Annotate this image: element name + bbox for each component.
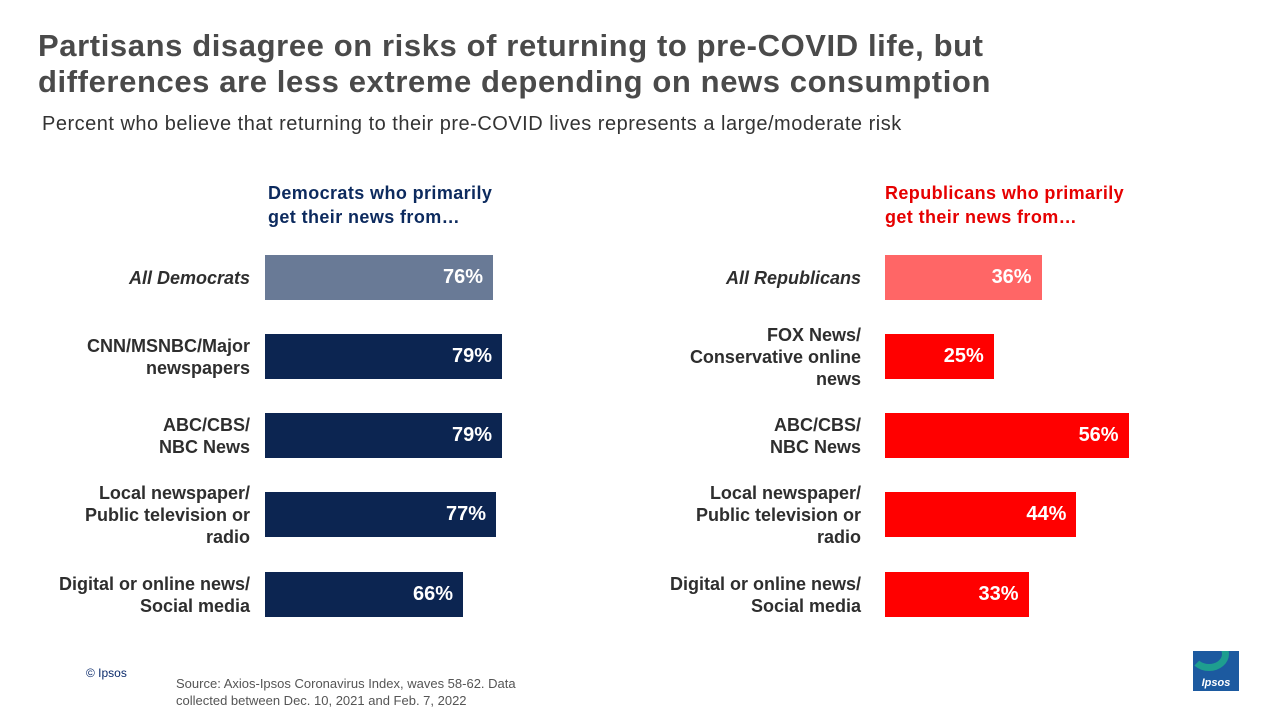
source-line-2: collected between Dec. 10, 2021 and Feb.… bbox=[176, 693, 467, 708]
category-label-text: FOX News/Conservative online news bbox=[690, 324, 861, 390]
category-label: Local newspaper/Public television or radi… bbox=[30, 480, 250, 549]
category-label-line: Public television or bbox=[695, 504, 861, 525]
category-label: FOX News/Conservative online news bbox=[641, 322, 861, 391]
bar-value-label: 56% bbox=[1078, 424, 1119, 446]
category-label-line: CNN/MSNBC/Major bbox=[86, 335, 250, 356]
category-label-line: radio bbox=[205, 526, 250, 547]
bar-value-label: 36% bbox=[991, 266, 1032, 288]
category-label-line: Digital or online news/ bbox=[669, 573, 861, 594]
category-label-line: newspapers bbox=[145, 357, 250, 378]
bar-value-label: 76% bbox=[442, 266, 483, 288]
category-label-line: Conservative online bbox=[689, 346, 861, 367]
bar: 77% bbox=[265, 492, 496, 537]
chart-title-line-2: differences are less extreme depending o… bbox=[38, 64, 991, 99]
panel-heading-line: Democrats who primarily bbox=[268, 183, 493, 203]
category-label-text: CNN/MSNBC/Major newspapers bbox=[87, 335, 250, 379]
category-label-text: Digital or online news/Social media bbox=[670, 573, 861, 617]
bar: 79% bbox=[265, 334, 502, 379]
logo-swoosh-icon bbox=[1193, 651, 1229, 671]
category-label-line: Local newspaper/ bbox=[709, 482, 861, 503]
category-label-line: Social media bbox=[750, 595, 861, 616]
panel-heading-line: get their news from… bbox=[885, 207, 1078, 227]
category-label-line: Social media bbox=[139, 595, 250, 616]
bar-value-label: 33% bbox=[978, 583, 1019, 605]
bar-value-label: 77% bbox=[445, 503, 486, 525]
category-label-line: NBC News bbox=[158, 436, 250, 457]
bar: 25% bbox=[885, 334, 994, 379]
category-label-line: radio bbox=[816, 526, 861, 547]
category-label: Local newspaper/Public television or radi… bbox=[641, 480, 861, 549]
bar: 44% bbox=[885, 492, 1077, 537]
bar-value-label: 44% bbox=[1026, 503, 1067, 525]
bar: 66% bbox=[265, 572, 463, 617]
category-label-line: All Republicans bbox=[725, 267, 861, 288]
category-label-text: All Democrats bbox=[129, 267, 250, 289]
category-label-line: news bbox=[815, 368, 861, 389]
chart-title: Partisans disagree on risks of returning… bbox=[38, 28, 1238, 100]
category-label: All Republicans bbox=[641, 243, 861, 312]
panel-heading-2: Republicans who primarily get their news … bbox=[885, 181, 1124, 229]
category-label-line: FOX News/ bbox=[766, 324, 861, 345]
chart-title-line-1: Partisans disagree on risks of returning… bbox=[38, 28, 984, 63]
chart-subtitle: Percent who believe that returning to th… bbox=[42, 113, 902, 135]
bar: 79% bbox=[265, 413, 502, 458]
category-label-line: ABC/CBS/ bbox=[773, 414, 861, 435]
category-label: CNN/MSNBC/Major newspapers bbox=[30, 322, 250, 391]
source-line-1: Source: Axios-Ipsos Coronavirus Index, w… bbox=[176, 676, 516, 691]
category-label-text: All Republicans bbox=[726, 267, 861, 289]
panel-heading-line: Republicans who primarily bbox=[885, 183, 1125, 203]
category-label-line: Digital or online news/ bbox=[58, 573, 250, 594]
panel-heading-line: get their news from… bbox=[268, 207, 461, 227]
category-label-text: Digital or online news/Social media bbox=[59, 573, 250, 617]
logo-wordmark: Ipsos bbox=[1201, 677, 1231, 689]
bar: 33% bbox=[885, 572, 1029, 617]
category-label-line: Local newspaper/ bbox=[98, 482, 250, 503]
ipsos-logo: Ipsos bbox=[1193, 651, 1239, 691]
category-label: ABC/CBS/NBC News bbox=[30, 401, 250, 470]
bar-value-label: 66% bbox=[412, 583, 453, 605]
category-label: ABC/CBS/NBC News bbox=[641, 401, 861, 470]
category-label: Digital or online news/Social media bbox=[30, 560, 250, 629]
bar: 36% bbox=[885, 255, 1042, 300]
category-label-line: Public television or bbox=[84, 504, 250, 525]
source-note: Source: Axios-Ipsos Coronavirus Index, w… bbox=[176, 675, 576, 709]
bar-value-label: 25% bbox=[943, 345, 984, 367]
category-label: Digital or online news/Social media bbox=[641, 560, 861, 629]
category-label-text: Local newspaper/Public television or radi… bbox=[696, 482, 861, 548]
bar: 76% bbox=[265, 255, 493, 300]
panel-heading-1: Democrats who primarily get their news fr… bbox=[268, 181, 492, 229]
bar-value-label: 79% bbox=[451, 424, 492, 446]
category-label: All Democrats bbox=[30, 243, 250, 312]
category-label-text: ABC/CBS/NBC News bbox=[159, 414, 250, 458]
category-label-line: NBC News bbox=[769, 436, 861, 457]
bar: 56% bbox=[885, 413, 1129, 458]
category-label-text: Local newspaper/Public television or radi… bbox=[85, 482, 250, 548]
category-label-line: ABC/CBS/ bbox=[162, 414, 250, 435]
category-label-text: ABC/CBS/NBC News bbox=[770, 414, 861, 458]
copyright-text: © Ipsos bbox=[86, 666, 127, 680]
category-label-line: All Democrats bbox=[128, 267, 250, 288]
bar-value-label: 79% bbox=[451, 345, 492, 367]
